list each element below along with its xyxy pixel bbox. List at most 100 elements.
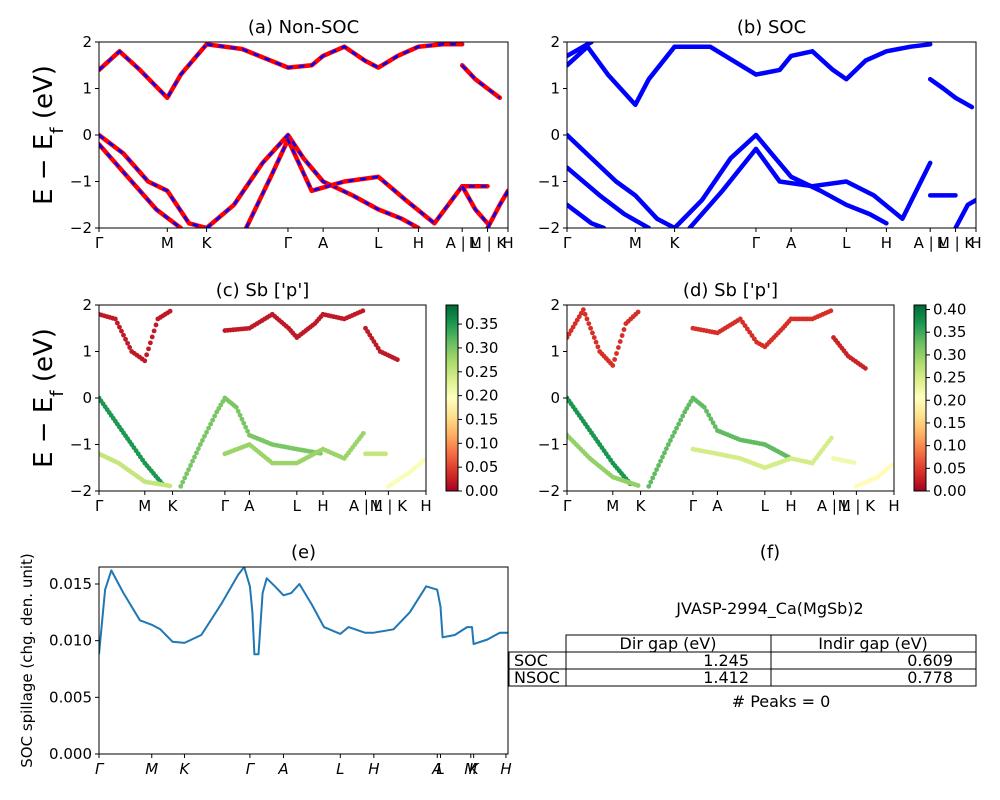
panel-a-frame	[98, 41, 509, 229]
projection-point	[648, 479, 654, 485]
panel-c-points	[99, 308, 426, 489]
colorbar-tick-label: 0.35	[465, 315, 498, 333]
projection-point	[360, 308, 366, 314]
band-line-overlay	[461, 64, 501, 99]
panel-e-frame	[98, 566, 509, 755]
panel-d-xtick-label: A | L	[817, 497, 851, 515]
projection-point	[233, 404, 239, 410]
projection-point	[682, 409, 688, 415]
panel-c-sb-p: (c) Sb ['p']210−1−2Γ M K Γ A L H A | LM | K H0.3…	[70, 280, 499, 515]
panel-e-xtick-label: Γ	[246, 760, 256, 778]
cell-nsoc-indir: 0.778	[907, 668, 953, 687]
panel-b-frame	[566, 41, 977, 229]
panel-a-xtick-label: Γ	[284, 234, 293, 252]
panel-d-xtick-label: A	[712, 497, 723, 515]
projection-point	[664, 446, 669, 452]
projection-point	[588, 325, 594, 331]
panel-a-ytick-label: 0	[82, 126, 92, 144]
projection-point	[208, 421, 213, 427]
projection-point	[668, 438, 673, 443]
panel-b-xtick-label: K	[670, 234, 681, 252]
projection-point	[650, 475, 656, 481]
projection-point	[580, 307, 586, 313]
projection-point	[151, 328, 157, 334]
projection-point	[394, 357, 400, 363]
panel-b-xtick-label: L	[842, 234, 851, 252]
panel-c-xtick-label: L	[293, 497, 302, 515]
band-line	[567, 132, 677, 228]
panel-c-xtick-label: M | K	[370, 497, 409, 515]
projection-point	[567, 331, 572, 337]
band-line	[243, 137, 490, 228]
panel-e-ylabel: SOC spillage (chg. den. unit)	[18, 553, 36, 768]
projection-point	[570, 324, 576, 330]
projection-point	[635, 309, 641, 315]
panel-b-title: (b) SOC	[737, 17, 806, 38]
projection-point	[216, 406, 222, 411]
projection-point	[153, 322, 159, 328]
cell-nsoc-dir: 1.412	[703, 668, 749, 687]
projection-point	[117, 324, 122, 330]
row-label-soc: SOC	[514, 651, 548, 670]
projection-point	[144, 352, 150, 358]
panel-a-title: (a) Non-SOC	[248, 17, 359, 38]
colorbar-tick-label: 0.05	[465, 458, 498, 476]
colorbar-tick-label: 0.25	[465, 363, 498, 381]
row-label-nsoc: NSOC	[514, 668, 560, 687]
projection-point	[202, 433, 207, 439]
panel-d-ytick-label: 2	[550, 296, 560, 314]
panel-b-xtick-label: H	[970, 234, 981, 252]
projection-point	[889, 462, 894, 468]
projection-point	[206, 425, 211, 431]
projection-point	[574, 317, 580, 323]
projection-point	[149, 334, 155, 340]
gap-table: Dir gap (eV) Indir gap (eV) SOC 1.245 0.…	[508, 634, 977, 687]
colorbar-tick-label: 0.20	[465, 387, 498, 405]
projection-point	[615, 345, 621, 350]
colorbar-tick-label: 0.10	[933, 437, 966, 455]
panel-c-xtick-label: H	[420, 497, 431, 515]
panel-e-title: (e)	[291, 542, 316, 563]
projection-point	[586, 321, 592, 326]
projection-point	[212, 413, 218, 419]
panel-a-ytick-label: 1	[82, 80, 92, 98]
projection-point	[127, 345, 133, 350]
colorbar-tick-label: 0.35	[933, 323, 966, 341]
colorbar-tick-label: 0.30	[465, 339, 498, 357]
panel-d-points	[567, 307, 894, 489]
projection-point	[751, 336, 757, 342]
panel-b-xtick-label: M | K	[937, 234, 976, 252]
projection-point	[568, 328, 574, 333]
panel-e-xtick-label: H	[500, 760, 511, 778]
band-line	[459, 63, 503, 101]
panel-b-ytick-label: −2	[538, 219, 560, 237]
panel-a-xtick-label: M | K	[469, 234, 508, 252]
panel-b-ytick-label: 2	[550, 33, 560, 51]
band-line-overlay	[245, 136, 488, 228]
projection-point	[142, 358, 148, 364]
projection-point	[590, 330, 595, 336]
band-line-overlay	[99, 143, 182, 228]
projection-point	[710, 420, 716, 426]
projection-point	[593, 339, 599, 345]
header-indir-gap: Indir gap (eV)	[818, 634, 928, 653]
panel-c-ytick-label: −2	[70, 482, 92, 500]
band-line	[672, 132, 889, 228]
projection-point	[184, 471, 190, 477]
band-line	[567, 202, 607, 228]
material-label: JVASP-2994_Ca(MgSb)2	[675, 599, 863, 619]
projection-point	[749, 333, 755, 338]
projection-point	[204, 429, 209, 435]
projection-point	[572, 321, 578, 326]
panel-d-xtick-label: K	[636, 497, 647, 515]
panel-c-xtick-label: A	[244, 497, 255, 515]
projection-point	[182, 475, 188, 481]
panel-f-title: (f)	[760, 542, 780, 563]
projection-point	[652, 471, 658, 477]
panel-a-xtick-label: H	[502, 234, 513, 252]
panel-b-xtick-label: Γ	[752, 234, 761, 252]
projection-point	[197, 442, 203, 447]
projection-point	[576, 314, 582, 320]
panel-f: (f) JVASP-2994_Ca(MgSb)2 Dir gap (eV) In…	[508, 542, 977, 711]
